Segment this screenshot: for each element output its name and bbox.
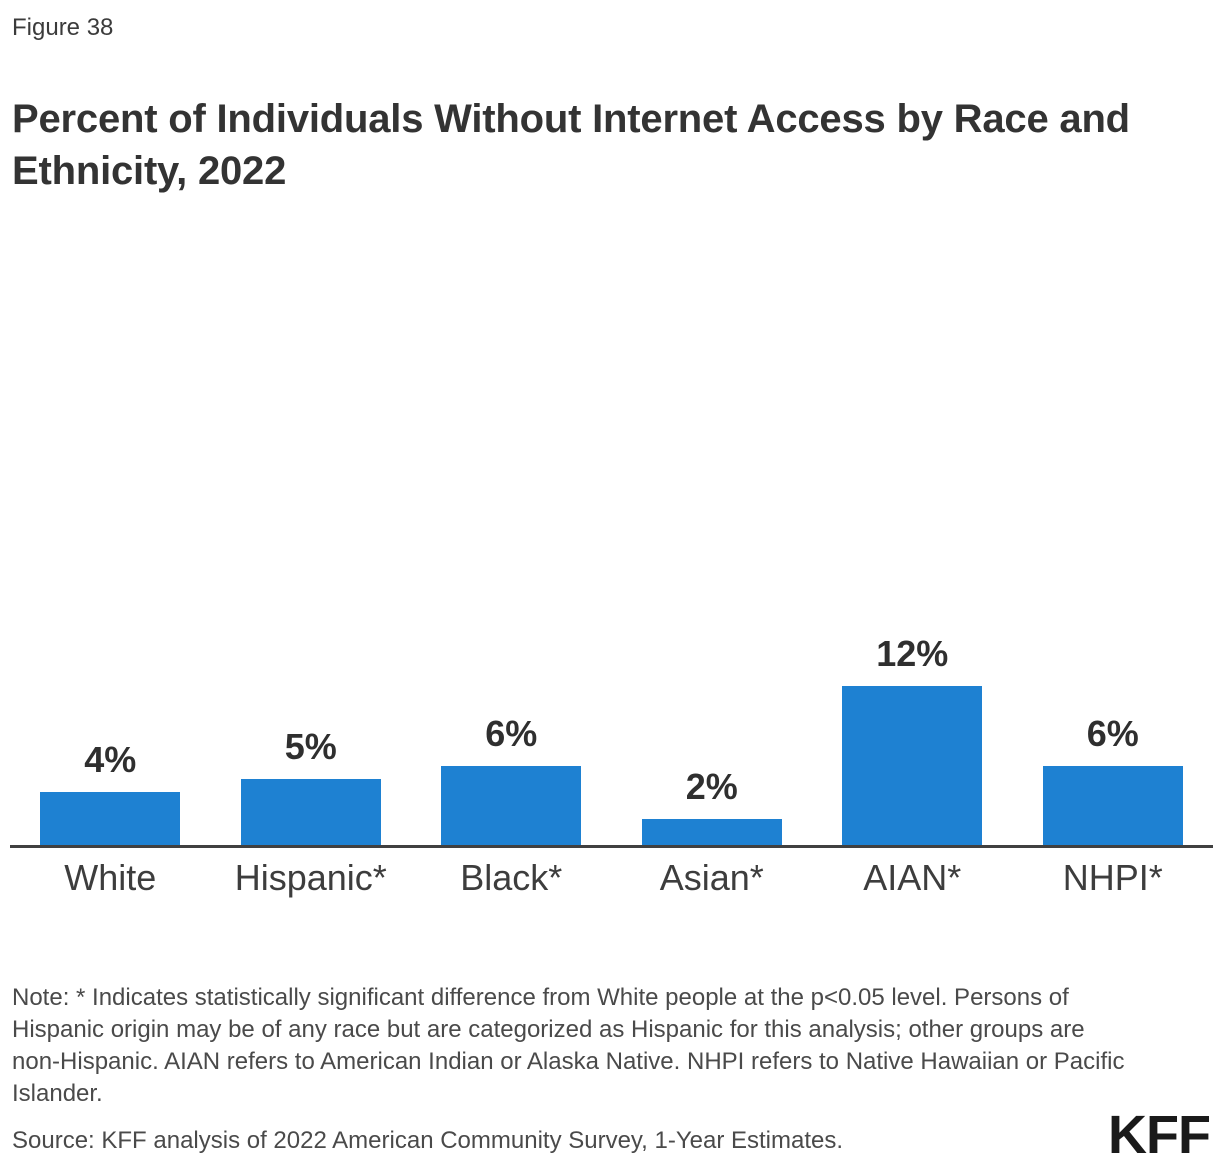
chart-title: Percent of Individuals Without Internet … — [12, 96, 1130, 193]
category-label: Black* — [460, 857, 563, 898]
bar-value-label: 4% — [84, 739, 137, 780]
bar-group-nhpi: 6% — [1013, 620, 1214, 845]
bar-value-label: 5% — [284, 726, 337, 767]
bar-group-asian: 2% — [612, 620, 813, 845]
category-label: Asian* — [659, 857, 764, 898]
bar-chart-plot-area: 4% 5% 6% 2% 12% 6% — [10, 620, 1213, 848]
category-label: White — [64, 857, 157, 898]
bar — [40, 792, 181, 845]
category-label: AIAN* — [863, 857, 962, 898]
bar-value-label: 6% — [485, 713, 538, 754]
bar — [441, 766, 582, 845]
bar-group-black: 6% — [411, 620, 612, 845]
bar — [240, 779, 381, 845]
category-label: Hispanic* — [234, 857, 387, 898]
figure-number-label: Figure 38 — [12, 14, 114, 41]
bar — [1042, 766, 1183, 845]
x-axis-category-labels: White Hispanic* Black* Asian* AIAN* NHPI* — [10, 858, 1213, 898]
footnote-text: Note: * Indicates statistically signific… — [12, 984, 1125, 1107]
bar-group-aian: 12% — [812, 620, 1013, 845]
bar-value-label: 12% — [876, 633, 949, 674]
bar — [641, 819, 782, 845]
bar-group-hispanic: 5% — [211, 620, 412, 845]
bar — [842, 686, 983, 845]
bar-value-label: 2% — [685, 766, 738, 807]
category-label: NHPI* — [1062, 857, 1163, 898]
source-text: Source: KFF analysis of 2022 American Co… — [12, 1127, 844, 1154]
kff-logo: KFF — [1108, 1105, 1211, 1165]
bar-group-white: 4% — [10, 620, 211, 845]
bar-value-label: 6% — [1086, 713, 1139, 754]
